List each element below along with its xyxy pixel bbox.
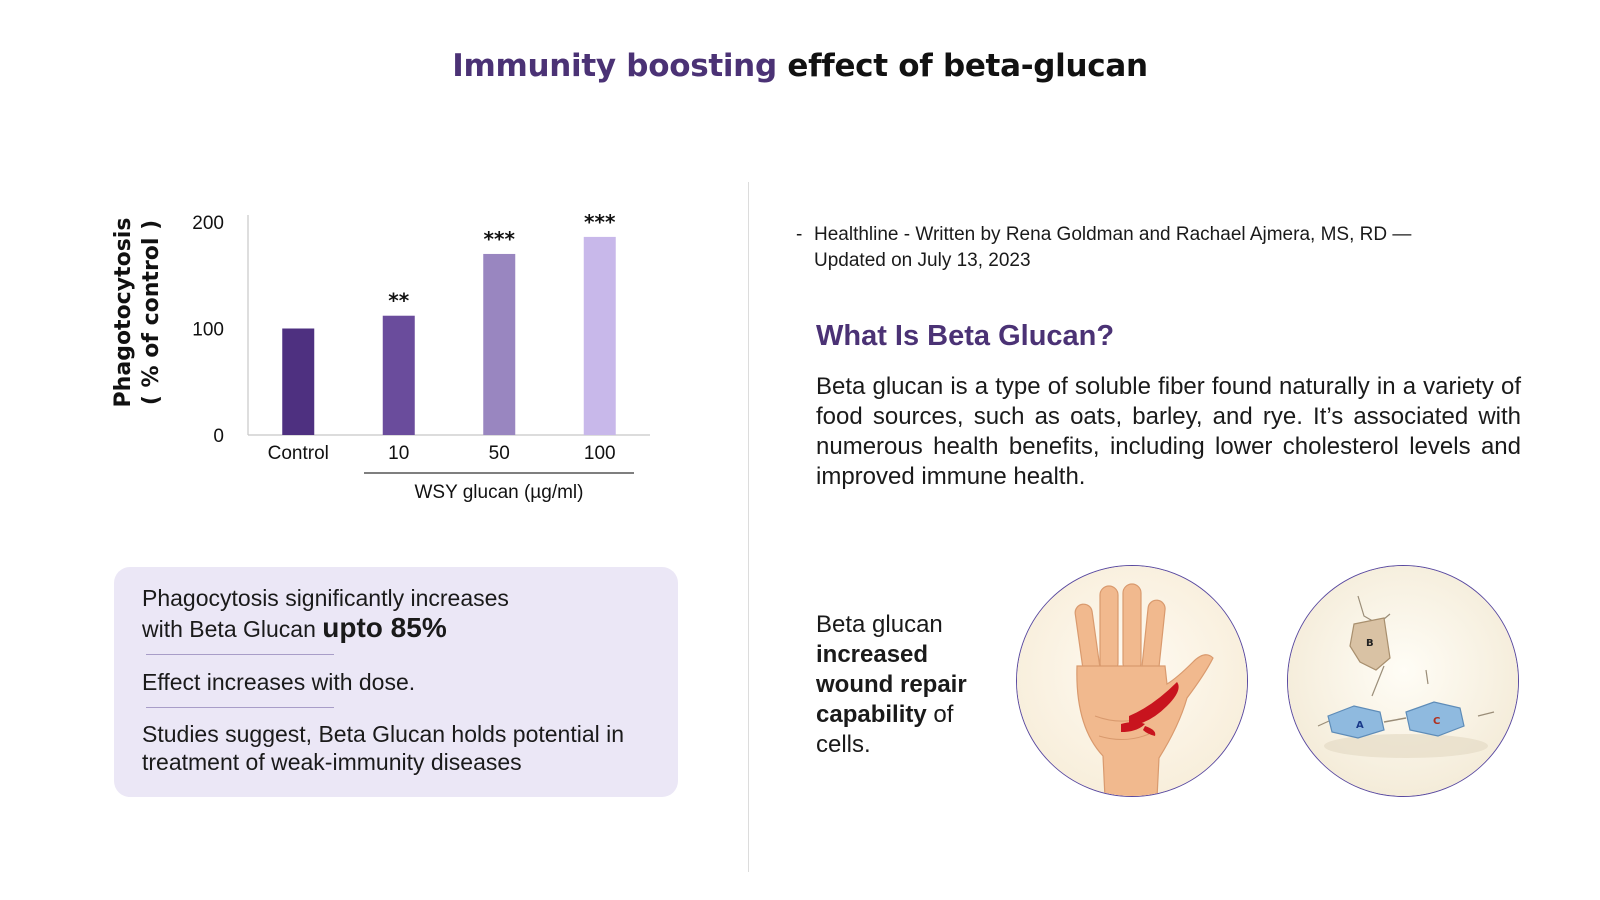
bar-10 bbox=[382, 315, 415, 435]
molecule-label-c: C bbox=[1433, 716, 1440, 727]
section-paragraph: Beta glucan is a type of soluble fiber f… bbox=[816, 373, 1521, 490]
wounded-hand-image bbox=[1016, 565, 1248, 797]
bar-100 bbox=[583, 236, 616, 435]
hand-icon bbox=[1017, 566, 1247, 796]
x-tick-label: 100 bbox=[584, 443, 616, 464]
page-title: Immunity boosting effect of beta-glucan bbox=[0, 48, 1600, 84]
column-divider bbox=[748, 182, 749, 872]
summary-line-2: with Beta Glucan upto 85% bbox=[142, 613, 650, 644]
chart-ylabel-line1: Phagotocytosis bbox=[111, 218, 136, 408]
summary-box: Phagocytosis significantly increases wit… bbox=[114, 567, 678, 797]
chart-ylabel-line2: ( % of control ) bbox=[139, 220, 164, 405]
significance-marker: ** bbox=[388, 289, 409, 313]
summary-line-3: Effect increases with dose. bbox=[142, 669, 416, 695]
summary-line-4: Studies suggest, Beta Glucan holds poten… bbox=[142, 721, 625, 775]
y-tick-label: 0 bbox=[213, 426, 224, 447]
summary-line-1: Phagocytosis significantly increases bbox=[142, 585, 509, 611]
source-dash: - bbox=[796, 224, 803, 245]
wound-text-1: Beta glucan bbox=[816, 611, 943, 638]
y-tick-label: 100 bbox=[192, 320, 224, 341]
title-highlight: Immunity boosting bbox=[452, 48, 777, 84]
y-tick-label: 200 bbox=[192, 213, 224, 234]
source-citation: - Healthline - Written by Rena Goldman a… bbox=[796, 222, 1464, 274]
chart-ylabel: Phagotocytosis ( % of control ) bbox=[108, 205, 168, 420]
beta-glucan-molecule-image: B A C bbox=[1287, 565, 1519, 797]
x-group-label: WSY glucan (µg/ml) bbox=[415, 482, 584, 503]
significance-marker: *** bbox=[584, 210, 616, 234]
wound-repair-text: Beta glucan increased wound repair capab… bbox=[816, 610, 996, 760]
summary-separator-2 bbox=[146, 707, 334, 708]
bar-chart: WSY glucan (µg/ml) Control 10 ** 50 *** 100 **… bbox=[100, 195, 660, 515]
summary-line-2-text: with Beta Glucan bbox=[142, 616, 323, 642]
bar-50 bbox=[483, 253, 516, 435]
molecule-icon: B A C bbox=[1288, 566, 1518, 796]
title-rest: effect of beta-glucan bbox=[776, 48, 1148, 84]
x-tick-label: 10 bbox=[388, 443, 409, 464]
summary-separator-1 bbox=[146, 654, 334, 655]
source-text: Healthline - Written by Rena Goldman and… bbox=[814, 224, 1412, 271]
bar-control bbox=[282, 328, 315, 435]
molecule-label-a: A bbox=[1356, 720, 1364, 731]
x-tick-label: 50 bbox=[489, 443, 510, 464]
x-tick-label: Control bbox=[268, 443, 329, 464]
wound-text-2: of cells. bbox=[816, 701, 954, 758]
significance-marker: *** bbox=[484, 227, 516, 251]
section-heading: What Is Beta Glucan? bbox=[816, 320, 1115, 352]
molecule-label-b: B bbox=[1366, 638, 1374, 649]
wound-bold: increased wound repair capability bbox=[816, 641, 967, 728]
summary-highlight: upto 85% bbox=[322, 612, 447, 643]
